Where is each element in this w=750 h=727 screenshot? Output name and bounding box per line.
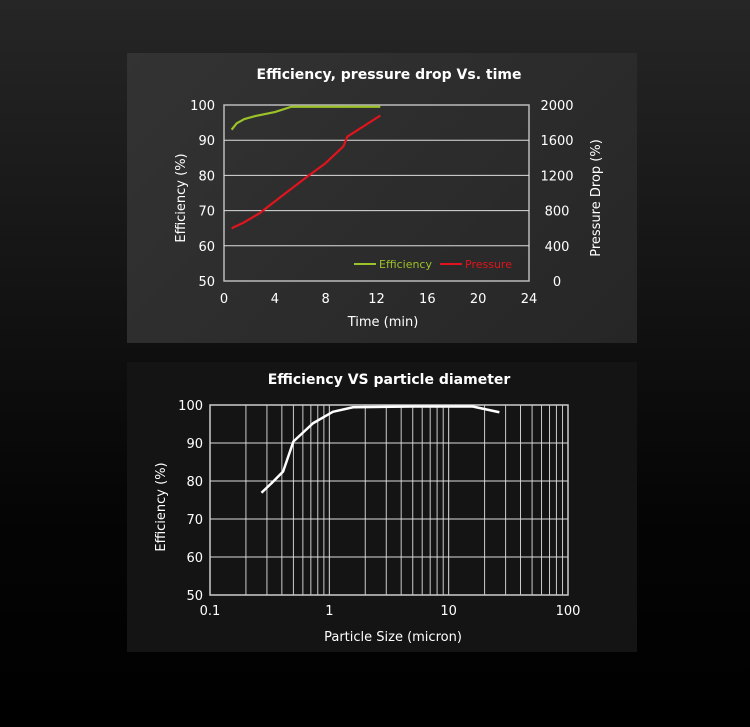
y-axis-label: Efficiency (%) [154, 462, 169, 551]
x-tick-label: 16 [419, 292, 436, 307]
y-tick-label: 100 [178, 399, 203, 414]
y-tick-label: 60 [198, 240, 215, 255]
legend-label-efficiency: Efficiency [379, 258, 432, 271]
y2-axis-label: Pressure Drop (%) [589, 139, 604, 257]
x-tick-label: 24 [521, 292, 538, 307]
y-tick-label: 70 [186, 513, 203, 528]
y-tick-label: 50 [198, 275, 215, 290]
y-tick-label: 80 [198, 169, 215, 184]
y-tick-label: 50 [186, 589, 203, 604]
x-tick-label: 10 [440, 604, 457, 619]
legend-label-pressure: Pressure [465, 258, 512, 271]
y2-tick-label: 1600 [540, 134, 573, 149]
x-tick-label: 20 [470, 292, 487, 307]
efficiency-pressure-chart: Efficiency, pressure drop Vs. time Time … [174, 67, 604, 330]
x-tick-label: 4 [271, 292, 279, 307]
y2-tick-label: 0 [553, 275, 561, 290]
x-tick-label: 100 [556, 604, 581, 619]
x-tick-label: 0.1 [200, 604, 221, 619]
x-tick-label: 1 [325, 604, 333, 619]
x-axis-label: Time (min) [347, 315, 419, 330]
x-tick-label: 8 [322, 292, 330, 307]
y-tick-label: 80 [186, 475, 203, 490]
efficiency-particle-chart-panel: Efficiency VS particle diameter Particle… [127, 362, 637, 652]
y-tick-label: 100 [190, 99, 215, 114]
x-tick-label: 12 [368, 292, 385, 307]
chart-title: Efficiency, pressure drop Vs. time [257, 67, 522, 83]
plot-frame [209, 404, 569, 596]
y-axis-label: Efficiency (%) [174, 153, 189, 242]
series-line-efficiency [230, 105, 381, 131]
x-tick-label: 0 [220, 292, 228, 307]
series-line-pressure [231, 114, 381, 230]
plot-frame [223, 104, 530, 282]
y-tick-label: 60 [186, 551, 203, 566]
x-axis-label: Particle Size (micron) [324, 630, 462, 645]
y2-tick-label: 2000 [540, 99, 573, 114]
efficiency-particle-chart: Efficiency VS particle diameter Particle… [154, 372, 581, 645]
y-tick-label: 90 [186, 437, 203, 452]
efficiency-curve [260, 405, 500, 494]
y2-tick-label: 1200 [540, 169, 573, 184]
y2-tick-label: 800 [545, 205, 570, 220]
chart-title: Efficiency VS particle diameter [268, 372, 511, 388]
y-tick-label: 90 [198, 134, 215, 149]
y-tick-label: 70 [198, 205, 215, 220]
y2-tick-label: 400 [545, 240, 570, 255]
efficiency-pressure-chart-panel: Efficiency, pressure drop Vs. time Time … [127, 53, 637, 343]
